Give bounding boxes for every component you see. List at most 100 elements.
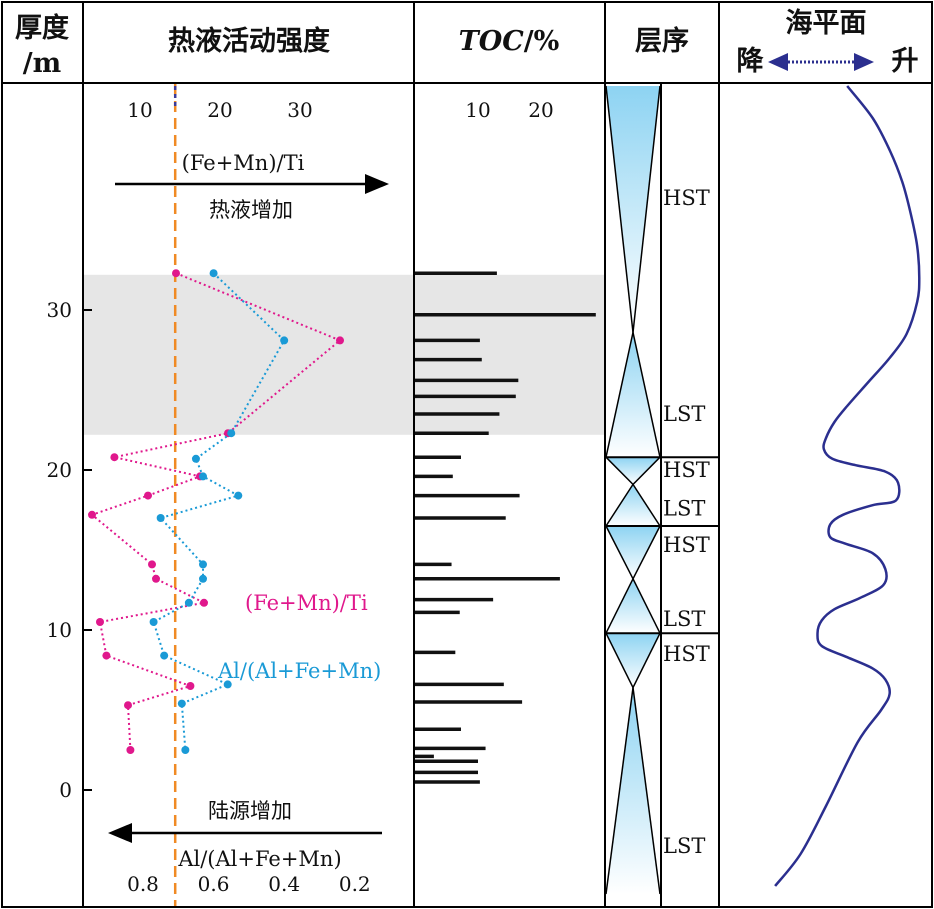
hst-edge xyxy=(605,525,634,580)
sequence-labels: LST HST LST HST LST HST LST HST xyxy=(663,186,710,858)
sequence-fills xyxy=(606,86,660,894)
annotation-terrigenous: 陆源增加 xyxy=(208,799,292,823)
series-point xyxy=(209,269,218,278)
series-label-al: Al/(Al+Fe+Mn) xyxy=(217,659,381,683)
sequence-lines xyxy=(605,85,719,895)
series-point xyxy=(200,598,208,607)
series-point xyxy=(152,574,160,583)
series-point xyxy=(234,491,243,500)
hst-edge xyxy=(605,456,634,485)
lst-edge xyxy=(632,578,661,634)
series-point xyxy=(96,618,104,626)
depth-tick-label: 0 xyxy=(59,778,72,802)
bottom-axis: 0.8 0.6 0.4 0.2 xyxy=(127,872,371,896)
lst-fill xyxy=(606,687,660,894)
bottom-tick-label: 0.8 xyxy=(127,872,159,896)
hst-fill xyxy=(606,526,660,579)
series-point xyxy=(177,699,186,708)
sea-level-arrow-icon xyxy=(768,53,874,71)
lst-fill xyxy=(606,484,660,526)
depth-tick-label: 10 xyxy=(47,618,72,642)
hst-edge xyxy=(632,85,661,333)
lst-fill xyxy=(606,578,660,634)
series-point xyxy=(124,701,132,710)
toc-bars xyxy=(415,271,596,784)
sequence-label: LST xyxy=(663,402,705,426)
bottom-tick-label: 0.4 xyxy=(268,872,300,896)
depth-tick-label: 20 xyxy=(47,458,72,482)
toc-tick-label: 20 xyxy=(528,98,553,122)
series-point xyxy=(336,336,344,345)
series-point xyxy=(172,269,180,278)
series-point xyxy=(160,651,169,660)
sequence-label: HST xyxy=(663,458,710,482)
hydrothermal-arrow-icon xyxy=(115,174,389,194)
hst-fill xyxy=(606,633,660,688)
series-point xyxy=(199,560,207,569)
lst-edge xyxy=(632,687,661,895)
sequence-label: HST xyxy=(663,533,710,557)
header-intensity: 热液活动强度 xyxy=(168,25,330,57)
sea-level-path xyxy=(774,85,921,887)
series-point xyxy=(181,746,190,754)
lst-edge xyxy=(605,687,634,895)
annotation-al-ratio: Al/(Al+Fe+Mn) xyxy=(177,847,341,871)
depth-axis: 0 10 20 30 xyxy=(47,298,92,802)
header-sea-level: 海平面 xyxy=(786,8,867,39)
series-point xyxy=(102,651,111,660)
top-tick-label: 20 xyxy=(207,98,232,122)
series-point xyxy=(280,336,289,345)
series-point xyxy=(148,560,156,569)
series-point xyxy=(223,680,232,689)
bottom-tick-label: 0.2 xyxy=(339,872,371,896)
top-tick-label: 10 xyxy=(127,98,152,122)
sequence-label: LST xyxy=(663,496,705,520)
series-label-fe: (Fe+Mn)/Ti xyxy=(245,591,368,615)
lst-edge xyxy=(605,332,634,458)
series-layer xyxy=(88,269,344,754)
lst-edge xyxy=(605,483,634,527)
lst-edge xyxy=(632,332,661,458)
annotation-hydrothermal: 热液增加 xyxy=(209,198,293,222)
series-point xyxy=(110,453,119,462)
hst-edge xyxy=(632,632,661,688)
hst-fill xyxy=(606,86,660,333)
lst-edge xyxy=(632,483,661,527)
sequence-label: HST xyxy=(663,642,710,666)
depth-tick-label: 30 xyxy=(47,298,72,322)
header-toc: TOC/% xyxy=(459,26,560,57)
series-point xyxy=(199,472,207,481)
series-point xyxy=(199,574,207,583)
sequence-label: HST xyxy=(663,186,710,210)
series-point xyxy=(184,598,193,607)
hst-fill xyxy=(606,457,660,485)
lst-edge xyxy=(605,578,634,634)
series-point xyxy=(126,746,135,754)
sequence-label: LST xyxy=(663,834,705,858)
sequence-label: LST xyxy=(663,607,705,631)
series-point xyxy=(191,454,200,463)
series-point xyxy=(156,514,165,522)
series-line xyxy=(89,272,342,751)
series-point xyxy=(144,491,152,500)
series-point xyxy=(149,618,158,626)
header-thickness-line2: /m xyxy=(23,48,61,79)
top-tick-label: 30 xyxy=(287,98,312,122)
terrigenous-arrow-icon xyxy=(108,823,382,843)
series-point xyxy=(227,429,236,438)
header-rise: 升 xyxy=(892,46,919,77)
sea-level-curve xyxy=(774,85,921,887)
hst-edge xyxy=(632,456,661,485)
hst-edge xyxy=(605,85,634,333)
header-fall: 降 xyxy=(737,46,765,77)
series-point xyxy=(186,682,195,690)
bottom-tick-label: 0.6 xyxy=(198,872,230,896)
series-point xyxy=(88,510,96,519)
hst-edge xyxy=(605,632,634,688)
lst-fill xyxy=(606,332,660,458)
header-sequence: 层序 xyxy=(635,25,689,57)
shaded-interval xyxy=(83,274,605,435)
hst-edge xyxy=(632,525,661,580)
